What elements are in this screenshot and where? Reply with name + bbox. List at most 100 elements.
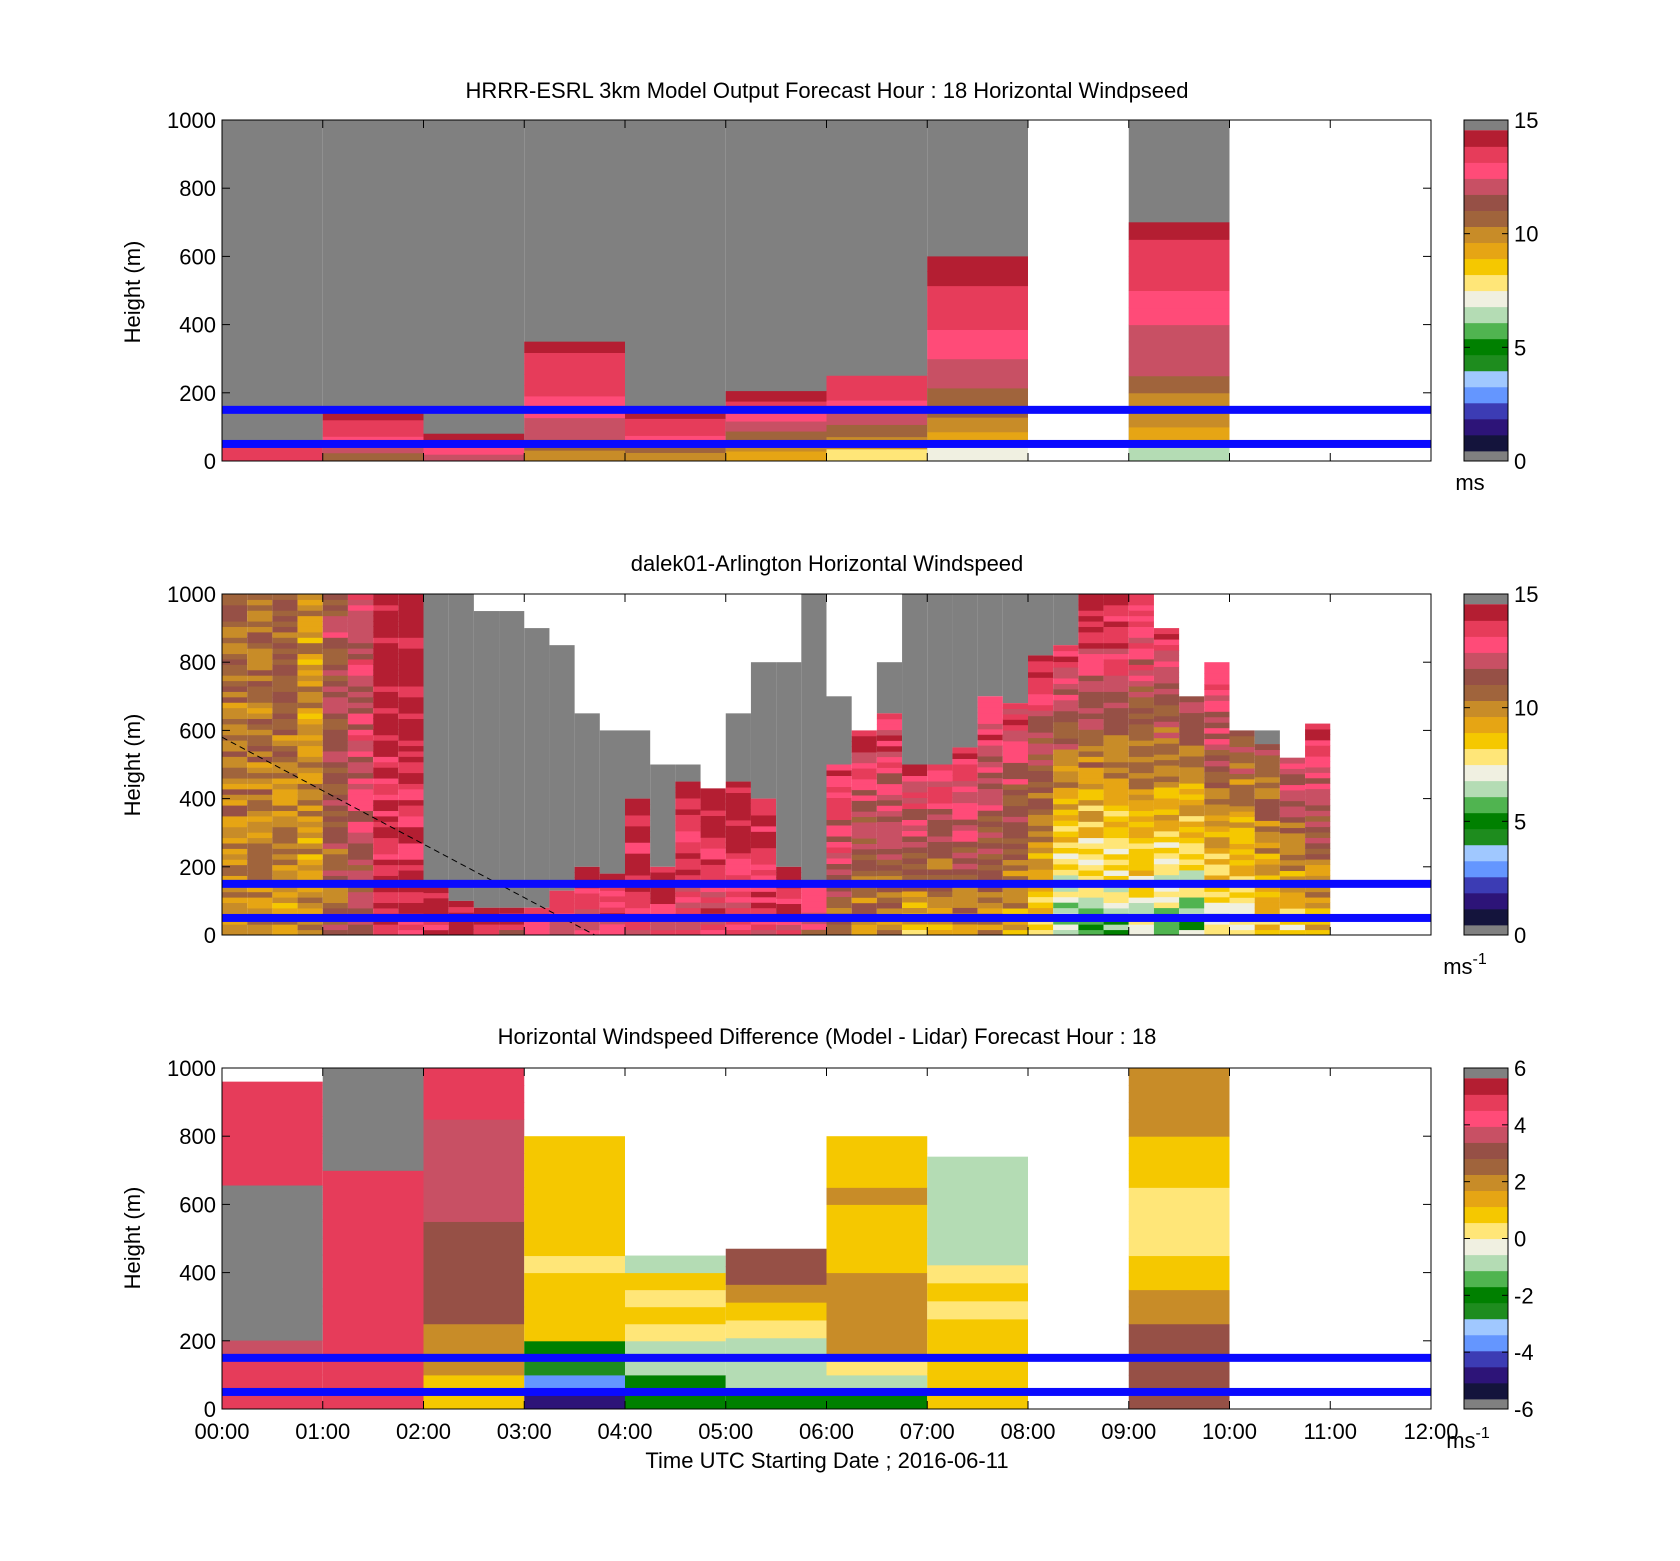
windspeed-cell [1153, 737, 1180, 744]
windspeed-cell [222, 891, 248, 898]
windspeed-cell [473, 907, 500, 914]
windspeed-cell [247, 778, 273, 784]
windspeed-cell [1128, 648, 1154, 655]
windspeed-cell [1229, 854, 1255, 861]
windspeed-cell [927, 358, 1028, 374]
difference-cell [322, 1238, 424, 1257]
windspeed-cell [675, 781, 701, 788]
windspeed-cell [1028, 776, 1054, 782]
windspeed-cell [750, 924, 777, 931]
colorbar-swatch [1464, 418, 1508, 436]
difference-cell [725, 1302, 827, 1321]
windspeed-cell [1128, 599, 1154, 606]
missing-data-cell [322, 120, 424, 461]
windspeed-cell [1305, 848, 1331, 855]
windspeed-cell [1179, 902, 1205, 909]
windspeed-cell [1103, 859, 1129, 866]
windspeed-cell [927, 929, 953, 936]
difference-cell [1128, 1170, 1230, 1188]
windspeed-cell [801, 929, 827, 936]
windspeed-cell [1179, 810, 1205, 817]
windspeed-cell [222, 810, 248, 817]
windspeed-cell [247, 853, 273, 860]
windspeed-cell [625, 443, 726, 453]
windspeed-cell [700, 875, 726, 882]
colorbar-swatch [1464, 892, 1508, 910]
windspeed-cell [1128, 604, 1154, 611]
windspeed-cell [725, 885, 751, 892]
windspeed-cell [851, 789, 877, 796]
windspeed-cell [1002, 837, 1028, 844]
windspeed-cell [851, 768, 877, 774]
missing-data-cell [599, 730, 625, 874]
windspeed-cell [398, 783, 424, 790]
colorbar-swatch [1464, 386, 1508, 404]
windspeed-cell [373, 691, 399, 698]
windspeed-cell [1028, 715, 1054, 722]
windspeed-cell [1204, 853, 1230, 860]
windspeed-cell [599, 895, 625, 903]
windspeed-cell [977, 929, 1003, 936]
windspeed-cell [272, 669, 298, 676]
windspeed-cell [1204, 896, 1230, 903]
windspeed-cell [247, 631, 273, 638]
windspeed-cell [977, 734, 1003, 741]
windspeed-cell [297, 642, 323, 649]
windspeed-cell [297, 815, 323, 822]
windspeed-cell [826, 836, 852, 842]
windspeed-cell [952, 874, 978, 881]
windspeed-cell [398, 718, 424, 725]
difference-cell [524, 1306, 625, 1325]
windspeed-cell [625, 825, 651, 832]
windspeed-cell [826, 858, 852, 864]
windspeed-cell [952, 857, 978, 864]
windspeed-cell [373, 907, 399, 914]
windspeed-cell [1078, 761, 1104, 768]
windspeed-cell [247, 686, 273, 692]
windspeed-cell [398, 604, 424, 611]
windspeed-cell [1153, 677, 1180, 684]
colorbar-swatch [1464, 604, 1508, 621]
windspeed-cell [700, 831, 726, 838]
windspeed-cell [750, 874, 777, 881]
windspeed-cell [1002, 762, 1028, 769]
windspeed-cell [1002, 827, 1028, 834]
windspeed-cell [599, 907, 625, 914]
windspeed-cell [1128, 642, 1154, 649]
windspeed-cell [1103, 729, 1129, 736]
windspeed-cell [625, 853, 651, 860]
missing-data-cell [1028, 594, 1054, 656]
windspeed-cell [247, 837, 273, 844]
windspeed-cell [1028, 677, 1054, 684]
windspeed-cell [247, 745, 273, 752]
difference-cell [625, 1323, 726, 1342]
windspeed-cell [272, 886, 298, 893]
windspeed-cell [1103, 691, 1129, 698]
windspeed-cell [1279, 827, 1306, 834]
windspeed-cell [1002, 908, 1028, 914]
windspeed-cell [272, 631, 298, 638]
difference-cell [322, 1357, 424, 1376]
windspeed-cell [977, 755, 1003, 762]
windspeed-cell [1028, 885, 1054, 892]
windspeed-cell [1053, 727, 1079, 734]
windspeed-cell [297, 805, 323, 812]
windspeed-cell [297, 631, 323, 638]
windspeed-cell [675, 902, 701, 909]
windspeed-cell [776, 908, 802, 915]
windspeed-cell [1204, 874, 1230, 881]
windspeed-cell [373, 929, 399, 936]
windspeed-cell [650, 903, 676, 910]
windspeed-cell [222, 696, 248, 703]
windspeed-cell [272, 599, 298, 606]
windspeed-cell [851, 908, 877, 914]
windspeed-cell [1128, 696, 1154, 703]
windspeed-cell [373, 848, 399, 855]
windspeed-cell [347, 864, 374, 871]
windspeed-cell [524, 363, 625, 375]
windspeed-cell [222, 864, 248, 871]
windspeed-cell [423, 454, 525, 462]
x-tick-label: 06:00 [799, 1419, 854, 1444]
